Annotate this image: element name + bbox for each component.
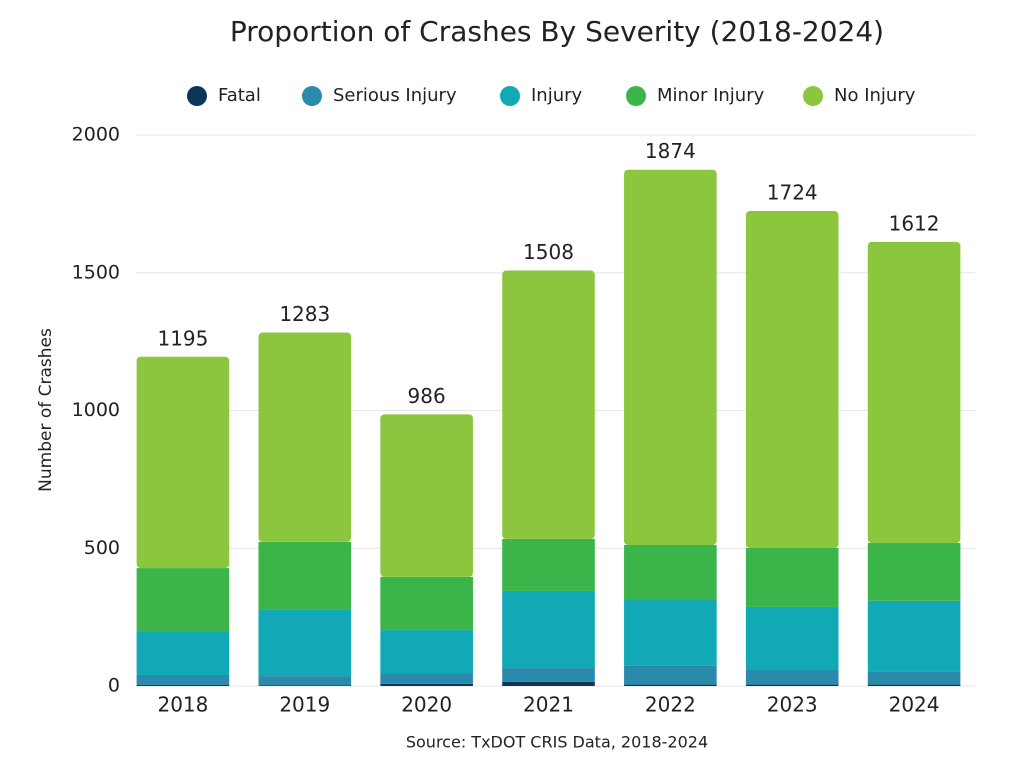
bar-segment	[502, 538, 595, 591]
total-label: 1612	[889, 211, 940, 235]
bar-segment	[502, 668, 595, 682]
bar-segment	[502, 590, 595, 669]
legend-label: Serious Injury	[333, 85, 457, 106]
legend-label: Injury	[531, 85, 583, 106]
x-tick-label: 2018	[157, 693, 208, 717]
legend-marker	[500, 86, 520, 106]
bar-segment	[745, 547, 839, 607]
x-tick-label: 2022	[645, 693, 696, 717]
legend-marker	[626, 86, 646, 106]
bar-segment	[136, 674, 230, 685]
legend-marker	[803, 86, 823, 106]
source-note: Source: TxDOT CRIS Data, 2018-2024	[406, 733, 708, 752]
bar-segment	[380, 576, 473, 631]
bar-segment	[380, 673, 473, 684]
y-axis-label: Number of Crashes	[36, 328, 56, 492]
legend-label: No Injury	[834, 85, 916, 106]
legend-marker	[302, 86, 322, 106]
bar-segment	[624, 684, 717, 686]
legend-label: Minor Injury	[657, 85, 765, 106]
total-label: 1724	[767, 181, 818, 205]
bar-segment	[867, 671, 961, 685]
bar-segment	[867, 600, 961, 672]
bar-segment	[745, 211, 839, 548]
bar-segment	[380, 414, 473, 577]
y-tick-label: 1500	[72, 261, 120, 283]
total-label: 1874	[645, 139, 696, 163]
bar-segment	[745, 670, 839, 685]
x-tick-label: 2024	[889, 693, 940, 717]
chart-title: Proportion of Crashes By Severity (2018-…	[230, 15, 884, 48]
bar-segment	[745, 684, 839, 686]
y-tick-label: 2000	[72, 124, 120, 146]
bar-segment	[258, 541, 352, 610]
total-label: 986	[408, 384, 446, 408]
y-tick-label: 1000	[72, 399, 120, 421]
bar-segment	[136, 632, 230, 675]
bar-segment	[867, 543, 961, 601]
bar-segment	[745, 606, 839, 671]
bar-segment	[136, 356, 230, 569]
x-tick-label: 2023	[767, 693, 818, 717]
y-tick-label: 0	[108, 675, 120, 697]
bar-segment	[867, 241, 961, 544]
bar-segment	[258, 685, 352, 686]
bar-segment	[502, 270, 595, 539]
bar-segment	[867, 684, 961, 686]
bar-segment	[258, 609, 352, 677]
bar-segment	[624, 600, 717, 666]
bar-segment	[258, 332, 352, 542]
bar-segment	[624, 544, 717, 601]
legend-marker	[187, 86, 207, 106]
x-tick-label: 2019	[279, 693, 330, 717]
bar-segment	[624, 665, 717, 685]
x-tick-label: 2021	[523, 693, 574, 717]
total-label: 1283	[279, 302, 330, 326]
bar-segment	[502, 681, 595, 686]
x-tick-label: 2020	[401, 693, 452, 717]
y-tick-label: 500	[84, 537, 120, 559]
total-label: 1195	[157, 326, 208, 350]
bar-segment	[136, 684, 230, 686]
bar-segment	[380, 683, 473, 686]
bar-segment	[136, 568, 230, 633]
bar-segment	[624, 169, 717, 545]
bar-segment	[380, 630, 473, 674]
legend-label: Fatal	[218, 85, 261, 106]
total-label: 1508	[523, 240, 574, 264]
bar-segment	[258, 676, 352, 686]
